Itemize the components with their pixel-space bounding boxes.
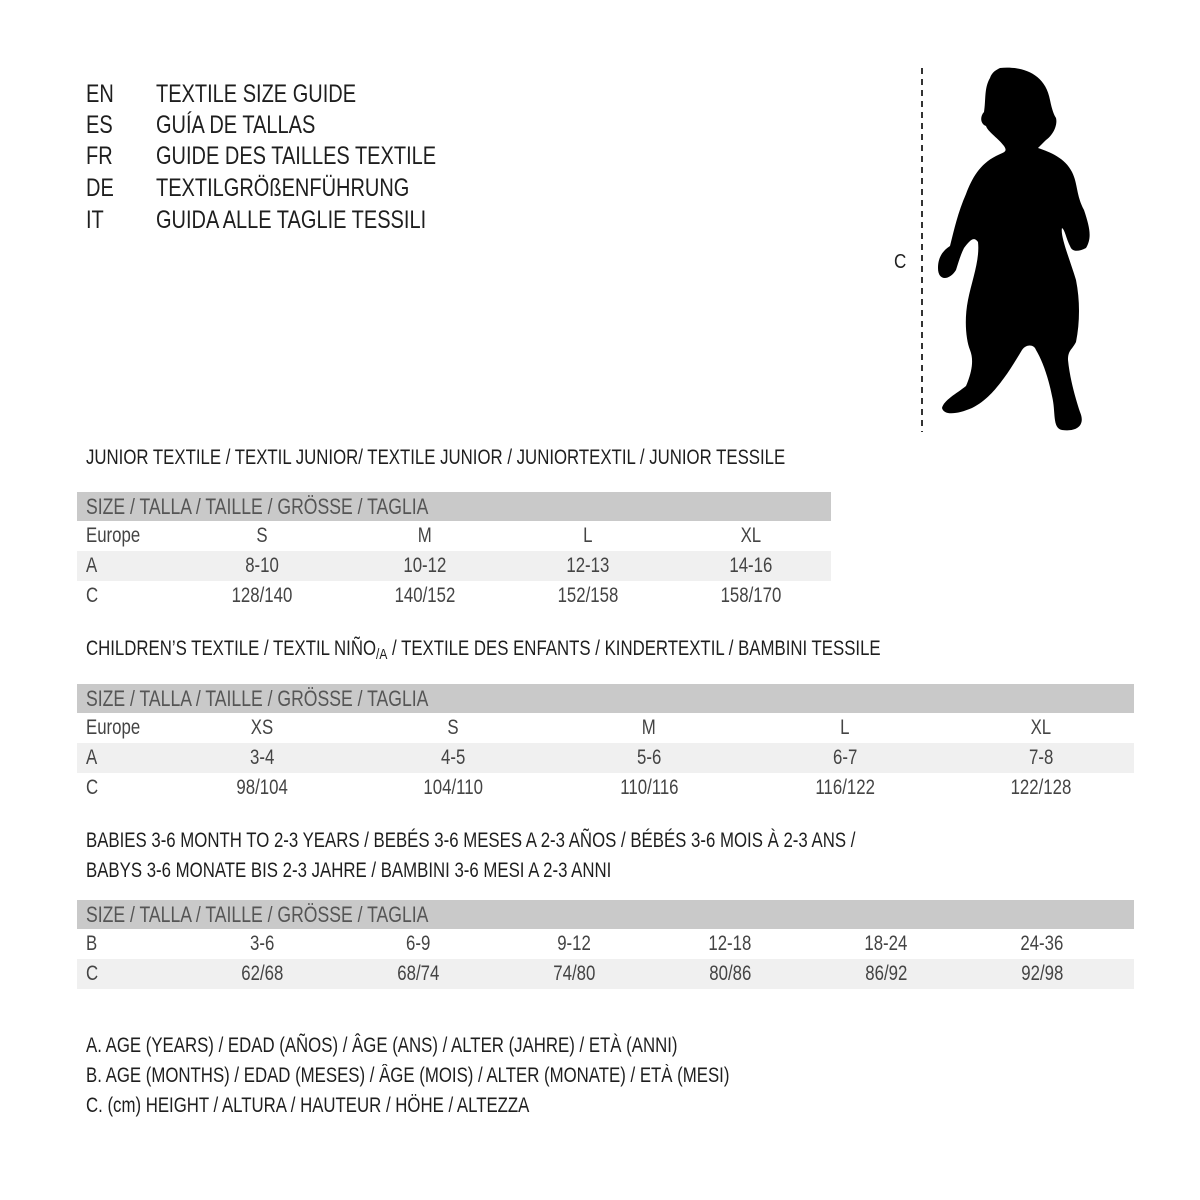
title-text: TEXTILE SIZE GUIDE <box>156 80 357 108</box>
row-label: Europe <box>86 716 141 739</box>
table-cell: 158/170 <box>720 584 782 607</box>
legend-item-c: C. (cm) HEIGHT / ALTURA / HAUTEUR / HÖHE… <box>86 1094 530 1117</box>
table-cell: 12-18 <box>708 932 752 955</box>
table-cell: 92/98 <box>1020 962 1064 985</box>
table-row-c: C 128/140 140/152 152/158 158/170 <box>77 581 831 611</box>
table-cell: 14-16 <box>729 554 773 577</box>
babies-heading: BABIES 3-6 MONTH TO 2-3 YEARS / BEBÉS 3-… <box>86 826 1048 886</box>
babies-heading-line-1: BABIES 3-6 MONTH TO 2-3 YEARS / BEBÉS 3-… <box>86 829 856 852</box>
table-row-b: B 3-6 6-9 9-12 12-18 18-24 24-36 <box>77 929 1134 959</box>
junior-heading-text: JUNIOR TEXTILE / TEXTIL JUNIOR/ TEXTILE … <box>86 446 786 469</box>
title-text: GUIDE DES TAILLES TEXTILE <box>156 142 437 170</box>
children-size-table: SIZE / TALLA / TAILLE / GRÖSSE / TAGLIA … <box>77 684 1134 803</box>
table-cell: XL <box>740 524 762 547</box>
table-cell: XS <box>250 716 274 739</box>
table-cell: 98/104 <box>236 776 288 799</box>
table-cell: 5-6 <box>636 746 662 769</box>
row-label: A <box>86 554 98 577</box>
table-cell: 140/152 <box>394 584 456 607</box>
language-code: DE <box>86 174 114 202</box>
row-label: A <box>86 746 98 769</box>
children-heading-sub: /A <box>376 646 388 663</box>
table-cell: 7-8 <box>1028 746 1054 769</box>
legend-item-a: A. AGE (YEARS) / EDAD (AÑOS) / ÂGE (ANS)… <box>86 1034 678 1057</box>
table-header: SIZE / TALLA / TAILLE / GRÖSSE / TAGLIA <box>77 684 1134 713</box>
table-cell: S <box>256 524 268 547</box>
table-cell: 110/116 <box>619 776 679 799</box>
language-code: EN <box>86 80 114 108</box>
title-text: GUIDA ALLE TAGLIE TESSILI <box>156 206 427 234</box>
children-heading-text-rest: / TEXTILE DES ENFANTS / KINDERTEXTIL / B… <box>387 637 881 660</box>
header-text: SIZE / TALLA / TAILLE / GRÖSSE / TAGLIA <box>86 686 429 711</box>
table-cell: 3-6 <box>249 932 275 955</box>
table-cell: 10-12 <box>403 554 447 577</box>
table-row-c: C 62/68 68/74 74/80 80/86 86/92 92/98 <box>77 959 1134 989</box>
table-cell: 128/140 <box>231 584 293 607</box>
table-cell: S <box>447 716 459 739</box>
table-cell: 3-4 <box>249 746 275 769</box>
table-cell: 68/74 <box>396 962 440 985</box>
table-cell: 80/86 <box>708 962 752 985</box>
children-heading: CHILDREN’S TEXTILE / TEXTIL NIÑO/A / TEX… <box>86 634 1079 670</box>
row-label: Europe <box>86 524 141 547</box>
table-row-a: A 3-4 4-5 5-6 6-7 7-8 <box>77 743 1134 773</box>
language-code: ES <box>86 111 113 139</box>
table-cell: 122/128 <box>1010 776 1072 799</box>
table-cell: 6-7 <box>832 746 858 769</box>
children-heading-text: CHILDREN’S TEXTILE / TEXTIL NIÑO <box>86 637 377 660</box>
junior-size-table: SIZE / TALLA / TAILLE / GRÖSSE / TAGLIA … <box>77 492 831 611</box>
table-row-europe: Europe XS S M L XL <box>77 713 1134 743</box>
table-cell: 9-12 <box>557 932 591 955</box>
title-text: GUÍA DE TALLAS <box>156 111 316 139</box>
table-cell: 6-9 <box>405 932 431 955</box>
table-cell: 74/80 <box>552 962 596 985</box>
height-figure: C <box>880 60 1120 440</box>
babies-heading-line-2: BABYS 3-6 MONATE BIS 2-3 JAHRE / BAMBINI… <box>86 859 612 882</box>
table-cell: 4-5 <box>440 746 466 769</box>
table-cell: M <box>418 524 432 547</box>
table-cell: 62/68 <box>240 962 284 985</box>
table-row-c: C 98/104 104/110 110/116 116/122 122/128 <box>77 773 1134 803</box>
baby-silhouette-icon: C <box>894 67 1090 432</box>
row-label: C <box>86 584 99 607</box>
table-row-europe: Europe S M L XL <box>77 521 831 551</box>
table-cell: 18-24 <box>864 932 908 955</box>
header-text: SIZE / TALLA / TAILLE / GRÖSSE / TAGLIA <box>86 494 429 519</box>
legend: A. AGE (YEARS) / EDAD (AÑOS) / ÂGE (ANS)… <box>86 1031 890 1121</box>
table-cell: L <box>840 716 850 739</box>
table-cell: 116/122 <box>815 776 875 799</box>
row-label: B <box>86 932 98 955</box>
table-cell: 24-36 <box>1020 932 1064 955</box>
table-cell: 86/92 <box>864 962 908 985</box>
babies-size-table: SIZE / TALLA / TAILLE / GRÖSSE / TAGLIA … <box>77 900 1134 989</box>
table-cell: 152/158 <box>557 584 619 607</box>
row-label: C <box>86 962 99 985</box>
table-header: SIZE / TALLA / TAILLE / GRÖSSE / TAGLIA <box>77 900 1134 929</box>
table-cell: L <box>583 524 593 547</box>
title-text: TEXTILGRÖßENFÜHRUNG <box>156 174 410 202</box>
legend-item-b: B. AGE (MONTHS) / EDAD (MESES) / ÂGE (MO… <box>86 1064 730 1087</box>
junior-heading: JUNIOR TEXTILE / TEXTIL JUNIOR/ TEXTILE … <box>86 443 960 473</box>
table-cell: 8-10 <box>245 554 279 577</box>
row-label: C <box>86 776 99 799</box>
table-row-a: A 8-10 10-12 12-13 14-16 <box>77 551 831 581</box>
language-code: IT <box>86 206 104 234</box>
table-cell: M <box>642 716 656 739</box>
table-cell: XL <box>1030 716 1052 739</box>
table-cell: 104/110 <box>423 776 483 799</box>
measure-label: C <box>894 250 906 273</box>
header-text: SIZE / TALLA / TAILLE / GRÖSSE / TAGLIA <box>86 902 429 927</box>
table-cell: 12-13 <box>566 554 610 577</box>
language-code: FR <box>86 142 113 170</box>
table-header: SIZE / TALLA / TAILLE / GRÖSSE / TAGLIA <box>77 492 831 521</box>
